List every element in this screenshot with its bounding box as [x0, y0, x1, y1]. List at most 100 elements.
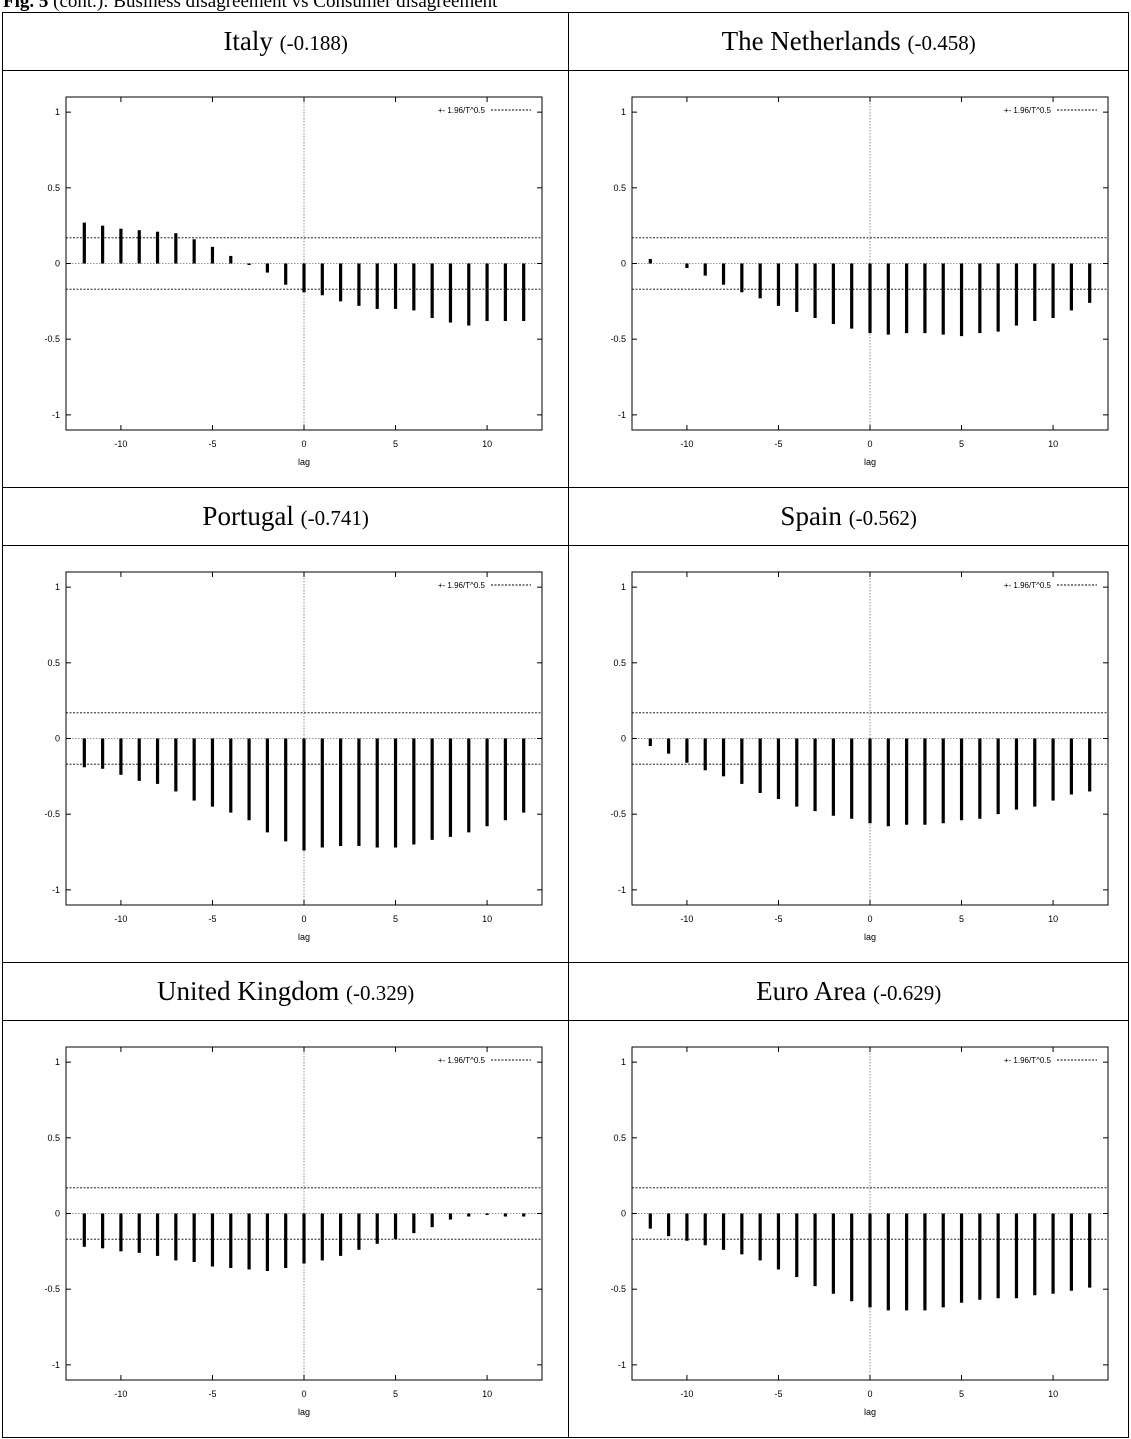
y-tick-label: 0.5 — [47, 1133, 60, 1143]
figure-label: Fig. 5 — [3, 0, 49, 12]
x-tick-label: 10 — [1048, 1389, 1058, 1399]
x-tick-label: 0 — [301, 1389, 306, 1399]
correlogram-united-kingdom: -1 -0.5 0 0.5 1 -10 -5 0 5 10 lag +- 1.96/T^0.5 — [44, 1046, 543, 1417]
correlation-value: (-0.458) — [907, 31, 976, 56]
x-tick-label: -5 — [775, 439, 783, 449]
y-tick-label: 1 — [55, 1057, 60, 1067]
y-tick-label: -1 — [52, 1360, 60, 1370]
country-name: United Kingdom — [157, 976, 340, 1007]
x-tick-label: 10 — [1048, 439, 1058, 449]
panel-title-euro-area: Euro Area (-0.629) — [568, 961, 1129, 1022]
legend-label: +- 1.96/T^0.5 — [1004, 106, 1052, 115]
y-tick-label: 1 — [621, 1057, 626, 1067]
country-name: Euro Area — [756, 976, 867, 1007]
correlation-value: (-0.329) — [346, 981, 415, 1006]
x-tick-label: 5 — [393, 1389, 398, 1399]
y-tick-label: 0 — [55, 1209, 60, 1219]
panel-plot-united-kingdom: -1 -0.5 0 0.5 1 -10 -5 0 5 10 lag +- 1.96/T^0.5 — [1, 1020, 570, 1438]
correlation-value: (-0.741) — [300, 506, 369, 531]
x-tick-label: 0 — [301, 439, 306, 449]
country-name: Portugal — [202, 501, 294, 532]
x-tick-label: 10 — [482, 914, 492, 924]
y-tick-label: 0 — [621, 259, 626, 269]
legend-label: +- 1.96/T^0.5 — [438, 106, 486, 115]
x-tick-label: 10 — [482, 1389, 492, 1399]
x-tick-label: 0 — [868, 439, 873, 449]
y-tick-label: 0 — [621, 734, 626, 744]
x-tick-label: -5 — [208, 439, 216, 449]
legend-label: +- 1.96/T^0.5 — [1004, 581, 1052, 590]
x-tick-label: -10 — [114, 439, 127, 449]
x-tick-label: 0 — [301, 914, 306, 924]
x-axis-label: lag — [864, 932, 876, 942]
panel-plot-netherlands: -1 -0.5 0 0.5 1 -10 -5 0 5 10 lag +- 1.96/T^0.5 — [568, 70, 1129, 488]
y-tick-label: 0.5 — [614, 1133, 627, 1143]
correlogram-netherlands: -1 -0.5 0 0.5 1 -10 -5 0 5 10 lag +- 1.96/T^0.5 — [611, 96, 1109, 467]
correlation-value: (-0.188) — [279, 31, 348, 56]
y-tick-label: 0 — [55, 259, 60, 269]
x-tick-label: -10 — [114, 1389, 127, 1399]
panel-title-italy: Italy (-0.188) — [1, 11, 570, 72]
y-tick-label: -0.5 — [44, 1284, 60, 1294]
x-tick-label: 0 — [868, 914, 873, 924]
correlogram-spain: -1 -0.5 0 0.5 1 -10 -5 0 5 10 lag +- 1.96/T^0.5 — [611, 571, 1109, 942]
country-name: Spain — [780, 501, 842, 532]
x-tick-label: -5 — [775, 1389, 783, 1399]
x-tick-label: 5 — [959, 439, 964, 449]
legend-label: +- 1.96/T^0.5 — [438, 581, 486, 590]
y-tick-label: 0.5 — [47, 183, 60, 193]
panel-plot-portugal: -1 -0.5 0 0.5 1 -10 -5 0 5 10 lag +- 1.96/T^0.5 — [1, 545, 570, 963]
x-tick-label: 10 — [1048, 914, 1058, 924]
panel-plot-spain: -1 -0.5 0 0.5 1 -10 -5 0 5 10 lag +- 1.96/T^0.5 — [568, 545, 1129, 963]
y-tick-label: -1 — [52, 885, 60, 895]
legend-label: +- 1.96/T^0.5 — [438, 1056, 486, 1065]
country-name: The Netherlands — [721, 26, 901, 57]
y-tick-label: 1 — [55, 582, 60, 592]
x-tick-label: 5 — [393, 914, 398, 924]
y-tick-label: 0.5 — [47, 658, 60, 668]
y-tick-label: -0.5 — [611, 335, 627, 345]
y-tick-label: -0.5 — [44, 335, 60, 345]
y-tick-label: -1 — [618, 1360, 626, 1370]
panel-title-spain: Spain (-0.562) — [568, 486, 1129, 547]
y-tick-label: -0.5 — [44, 810, 60, 820]
country-name: Italy — [223, 26, 273, 57]
panel-title-portugal: Portugal (-0.741) — [1, 486, 570, 547]
y-tick-label: 1 — [621, 107, 626, 117]
y-tick-label: -1 — [52, 410, 60, 420]
x-axis-label: lag — [298, 457, 310, 467]
y-tick-label: -1 — [618, 410, 626, 420]
x-tick-label: 5 — [959, 914, 964, 924]
figure-caption: Fig. 5 (cont.): Business disagreement vs… — [3, 0, 497, 13]
y-tick-label: -1 — [618, 885, 626, 895]
x-tick-label: -10 — [681, 439, 694, 449]
correlogram-portugal: -1 -0.5 0 0.5 1 -10 -5 0 5 10 lag +- 1.96/T^0.5 — [44, 571, 543, 942]
x-tick-label: -5 — [775, 914, 783, 924]
legend-label: +- 1.96/T^0.5 — [1004, 1056, 1052, 1065]
chart-grid: Italy (-0.188) The Netherlands (-0.458) … — [1, 11, 1129, 1438]
y-tick-label: -0.5 — [611, 1284, 627, 1294]
panel-title-netherlands: The Netherlands (-0.458) — [568, 11, 1129, 72]
x-axis-label: lag — [298, 932, 310, 942]
x-tick-label: -10 — [114, 914, 127, 924]
x-tick-label: -10 — [681, 1389, 694, 1399]
panel-plot-euro-area: -1 -0.5 0 0.5 1 -10 -5 0 5 10 lag +- 1.96/T^0.5 — [568, 1020, 1129, 1438]
x-tick-label: 10 — [482, 439, 492, 449]
x-tick-label: 0 — [868, 1389, 873, 1399]
correlation-value: (-0.562) — [848, 506, 917, 531]
correlogram-italy: -1 -0.5 0 0.5 1 -10 -5 0 5 10 lag +- 1.96/T^0.5 — [44, 96, 543, 467]
x-tick-label: 5 — [393, 439, 398, 449]
x-tick-label: -10 — [681, 914, 694, 924]
x-tick-label: -5 — [208, 1389, 216, 1399]
y-tick-label: 0 — [55, 734, 60, 744]
x-tick-label: -5 — [208, 914, 216, 924]
figure-caption-text: (cont.): Business disagreement vs Consum… — [53, 0, 498, 12]
panel-plot-italy: -1 -0.5 0 0.5 1 -10 -5 0 5 10 lag +- 1.96/T^0.5 — [1, 70, 570, 488]
correlation-value: (-0.629) — [873, 981, 942, 1006]
x-axis-label: lag — [864, 457, 876, 467]
y-tick-label: 1 — [621, 582, 626, 592]
y-tick-label: 0.5 — [614, 658, 627, 668]
y-tick-label: 0.5 — [614, 183, 627, 193]
panel-title-united-kingdom: United Kingdom (-0.329) — [1, 961, 570, 1022]
y-tick-label: 1 — [55, 107, 60, 117]
